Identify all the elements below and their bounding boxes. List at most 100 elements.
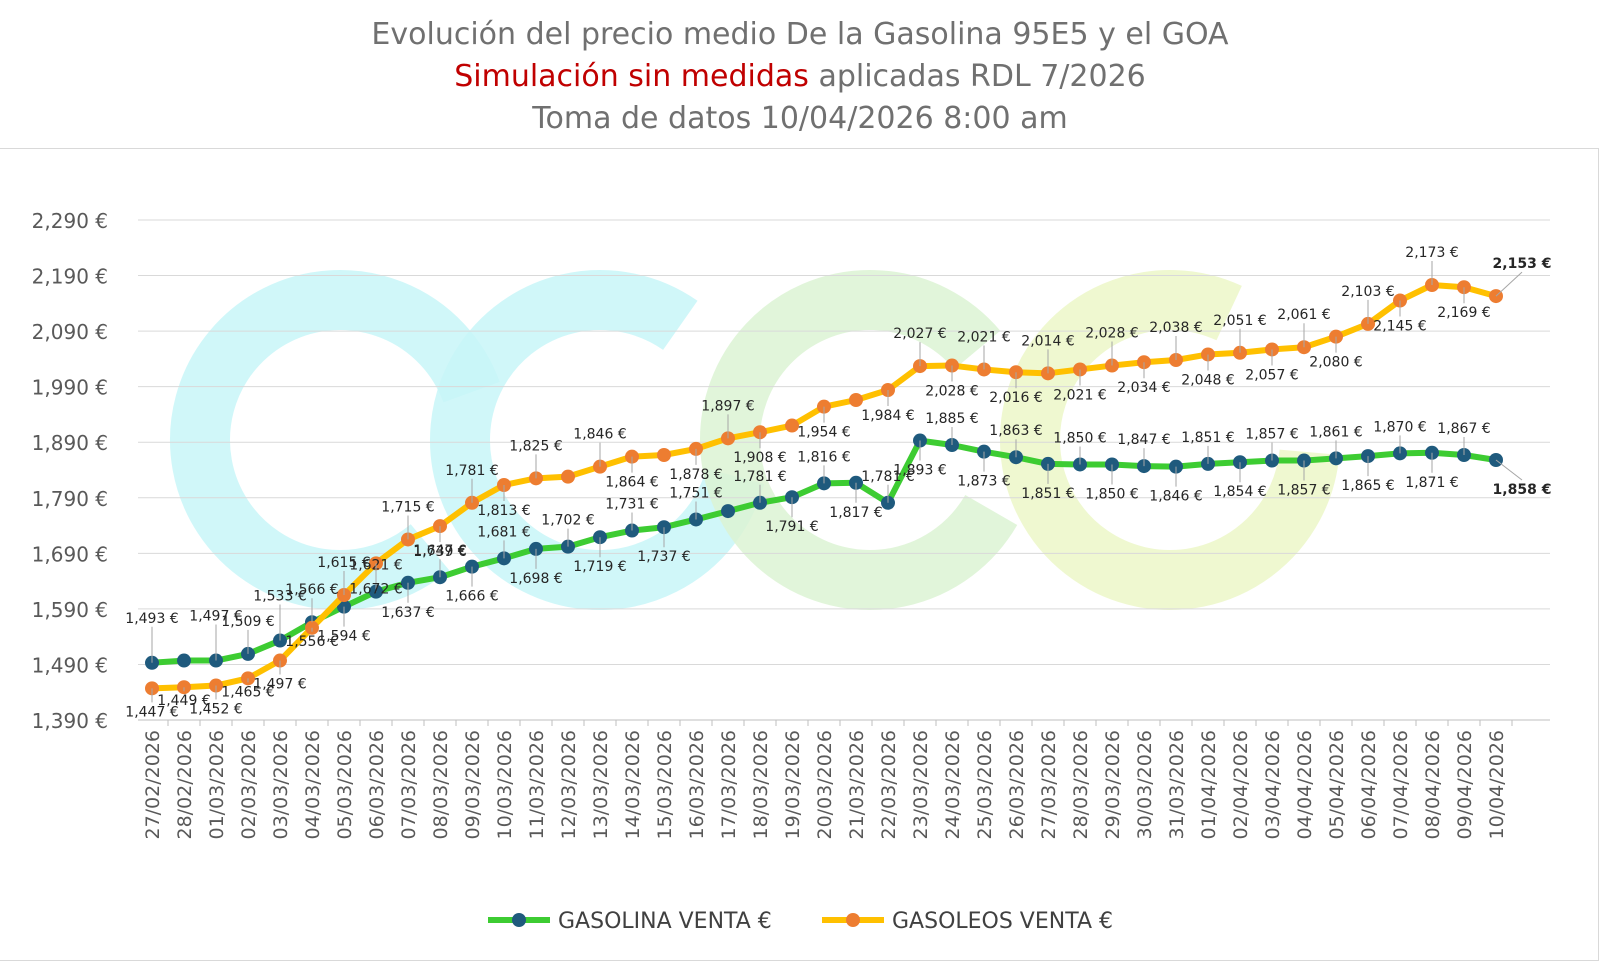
gasoleos-data-label: 1,447 € [125,704,178,720]
gasoleos-data-label: 1,878 € [669,467,722,483]
x-tick-label: 27/03/2026 [1038,730,1060,840]
gasolina-data-label: 1,647 € [413,543,466,559]
x-tick-label: 25/03/2026 [974,730,996,840]
chart-title-block: Evolución del precio medio De la Gasolin… [0,0,1600,148]
x-tick-label: 10/04/2026 [1486,730,1508,840]
gasolina-data-label: 1,850 € [1053,430,1106,446]
x-tick-label: 13/03/2026 [590,730,612,840]
watermark-logo [170,270,1340,610]
legend: GASOLINA VENTA € GASOLEOS VENTA € [488,909,1113,934]
x-tick-label: 05/03/2026 [334,730,356,840]
gasoleos-data-label: 1,465 € [221,684,274,700]
x-tick-label: 11/03/2026 [526,730,548,840]
gasoleos-data-label: 1,908 € [733,450,786,466]
x-tick-label: 05/04/2026 [1326,730,1348,840]
gasoleos-data-label: 2,038 € [1149,320,1202,336]
plot-frame [0,148,1599,961]
x-tick-label: 03/03/2026 [270,730,292,840]
gasolina-data-label: 1,846 € [1149,489,1202,505]
gasolina-data-label: 1,566 € [285,582,338,598]
gasolina-data-label: 1,594 € [317,629,370,645]
gasolina-data-label: 1,497 € [189,609,242,625]
chart-title: Evolución del precio medio De la Gasolin… [371,17,1229,52]
gasolina-data-label: 1,681 € [477,524,530,540]
subtitle-highlight: Simulación sin medidas [454,59,809,94]
gasoleos-data-label: 2,016 € [989,390,1042,406]
x-tick-label: 01/04/2026 [1198,730,1220,840]
gasoleos-data-label: 2,051 € [1213,313,1266,329]
gasoleos-data-label: 2,014 € [1021,333,1074,349]
gasoleos-data-label: 2,103 € [1341,284,1394,300]
gasolina-data-label: 1,867 € [1437,421,1490,437]
gasoleos-data-label: 1,897 € [701,398,754,414]
gasolina-data-label: 1,698 € [509,571,562,587]
gasoleos-data-label: 1,984 € [861,408,914,424]
gasoleos-point [561,469,575,484]
x-tick-label: 28/03/2026 [1070,730,1092,840]
gasoleos-point [849,393,863,407]
watermark-ring [170,270,500,610]
x-tick-label: 15/03/2026 [654,730,676,840]
data-label-leader [1495,459,1523,481]
gasoleos-data-label: 1,497 € [253,677,306,693]
chart-subtitle: Simulación sin medidas aplicadas RDL 7/2… [0,56,1600,98]
gasolina-data-label: 1,702 € [541,513,594,529]
gasolina-data-label: 1,857 € [1277,483,1330,499]
gasolina-data-label: 1,533 € [253,589,306,605]
x-tick-label: 02/03/2026 [238,730,260,840]
gasoleos-data-label: 1,846 € [573,427,626,443]
gasolina-data-label: 1,851 € [1021,486,1074,502]
y-tick-label: 1,890 € [32,431,108,455]
subtitle-rest: aplicadas RDL 7/2026 [808,59,1146,94]
gasolina-data-label: 1,493 € [125,611,178,627]
x-tick-label: 07/03/2026 [398,730,420,840]
gasolina-data-label: 1,863 € [989,423,1042,439]
gasolina-data-label: 1,666 € [445,589,498,605]
gasolina-data-label: 1,857 € [1245,427,1298,443]
gasoleos-data-label: 1,556 € [285,634,338,650]
x-tick-label: 19/03/2026 [782,730,804,840]
legend-gasoleos-label: GASOLEOS VENTA € [892,909,1113,934]
gasoleos-data-label: 1,864 € [605,475,658,491]
x-tick-label: 12/03/2026 [558,730,580,840]
x-tick-label: 23/03/2026 [910,730,932,840]
gasolina-data-label: 1,850 € [1085,486,1138,502]
gasoleos-data-label: 1,825 € [509,438,562,454]
x-tick-label: 16/03/2026 [686,730,708,840]
watermark-ring [430,270,765,610]
y-tick-label: 1,990 € [32,376,108,400]
gasolina-data-label: 1,509 € [221,614,274,630]
y-axis: 1,390 € 1,490 € 1,590 € 1,690 € 1,790 € 1,890… [32,209,108,733]
gasoleos-data-label: 2,061 € [1277,307,1330,323]
x-tick-label: 20/03/2026 [814,730,836,840]
gasoleos-data-label: 2,027 € [893,326,946,342]
gasoleos-data-label: 1,781 € [445,463,498,479]
gasoleos-data-label: 2,153 € [1493,256,1552,272]
gasoleos-data-label: 1,954 € [797,425,850,441]
gasolina-data-label: 1,854 € [1213,484,1266,500]
x-tick-label: 27/02/2026 [142,730,164,840]
y-tick-label: 1,590 € [32,598,108,622]
gasolina-data-label: 1,858 € [1493,482,1552,498]
x-tick-label: 09/03/2026 [462,730,484,840]
gasoleos-data-label: 2,021 € [957,329,1010,345]
gasolina-data-label: 1,871 € [1405,475,1458,491]
gasoleos-data-label: 1,813 € [477,503,530,519]
gasolina-data-label: 1,719 € [573,559,626,575]
gasolina-data-label: 1,791 € [765,519,818,535]
data-label-leader [1495,271,1523,297]
y-tick-label: 2,090 € [32,320,108,344]
y-tick-label: 1,790 € [32,487,108,511]
y-tick-label: 2,290 € [32,209,108,233]
gasolina-data-label: 1,751 € [669,485,722,501]
gasolina-data-label: 1,885 € [925,411,978,427]
gasoleos-data-label: 2,145 € [1373,319,1426,335]
gasolina-data-label: 1,847 € [1117,432,1170,448]
gasolina-data-label: 1,816 € [797,449,850,465]
x-tick-label: 06/04/2026 [1358,730,1380,840]
gasoleos-data-label: 2,080 € [1309,355,1362,371]
x-tick-label: 24/03/2026 [942,730,964,840]
gasolina-point [721,504,735,519]
gasoleos-data-label: 2,057 € [1245,367,1298,383]
